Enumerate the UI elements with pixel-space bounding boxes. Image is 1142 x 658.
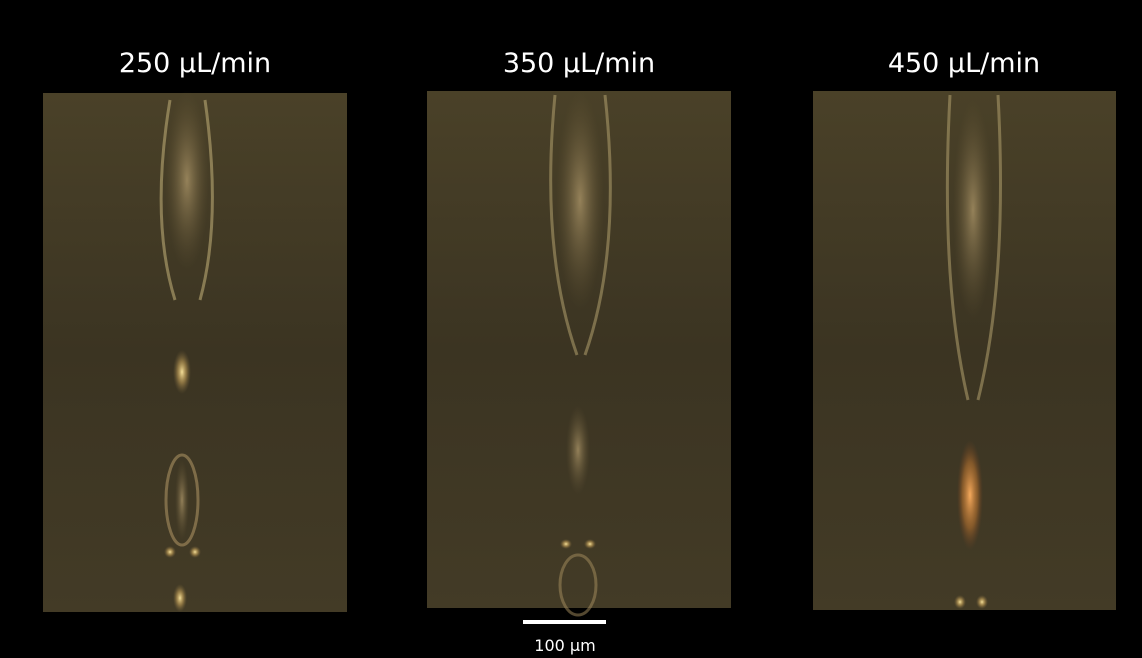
panel-label: 450 μL/min bbox=[888, 48, 1040, 79]
panel-image bbox=[43, 90, 347, 612]
figure: 250 μL/min 350 μL/min 450 μL/min 100 μm bbox=[0, 0, 1142, 658]
scale-bar-label: 100 μm bbox=[534, 636, 595, 655]
panel-image bbox=[813, 91, 1116, 610]
panel-label: 350 μL/min bbox=[503, 48, 655, 79]
panel-label: 250 μL/min bbox=[119, 48, 271, 79]
panel-image bbox=[427, 90, 731, 615]
